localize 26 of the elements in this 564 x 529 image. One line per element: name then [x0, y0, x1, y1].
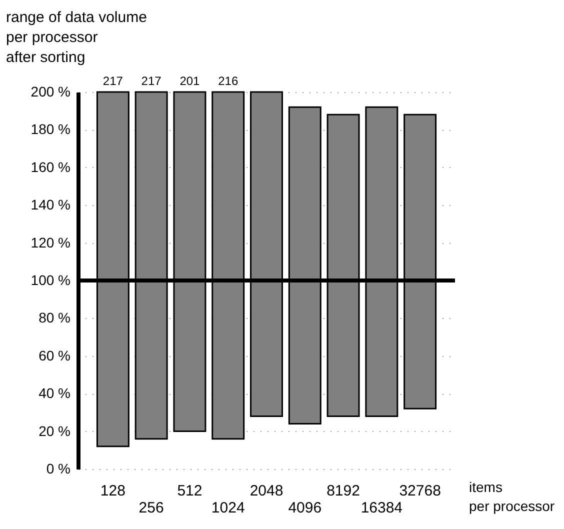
y-tick-label: 40 % [38, 385, 70, 402]
x-tick-label: 256 [138, 500, 164, 516]
x-tick-label: 32768 [399, 482, 441, 500]
y-tick-label: 60 % [38, 347, 70, 364]
annotation: 217 [102, 74, 124, 88]
y-tick-label: 120 % [30, 234, 70, 250]
x-tick-label: 8192 [326, 482, 360, 500]
annotation: 217 [141, 74, 162, 88]
y-tick-label: 100 % [30, 272, 70, 288]
annotation: 216 [218, 74, 238, 88]
annotation: 201 [180, 74, 200, 88]
x-tick-label: 1024 [211, 500, 245, 516]
x-tick-label: 2048 [250, 482, 284, 500]
x-tick-label: 16384 [360, 500, 403, 516]
x-axis-title: items per processor [469, 479, 555, 514]
y-tick-label: 20 % [38, 422, 70, 439]
y-axis-title: range of data volume per processor after sorting [6, 9, 147, 66]
y-tick-label: 160 % [30, 158, 70, 175]
y-tick-label: 80 % [38, 310, 70, 326]
y-tick-label: 140 % [30, 196, 70, 213]
x-tick-label: 4096 [288, 500, 322, 516]
x-tick-label: 512 [177, 482, 202, 500]
y-tick-label: 0 % [46, 460, 70, 476]
x-tick-label: 128 [100, 482, 126, 500]
y-tick-label: 200 % [30, 84, 70, 100]
y-tick-label: 180 % [30, 121, 70, 138]
